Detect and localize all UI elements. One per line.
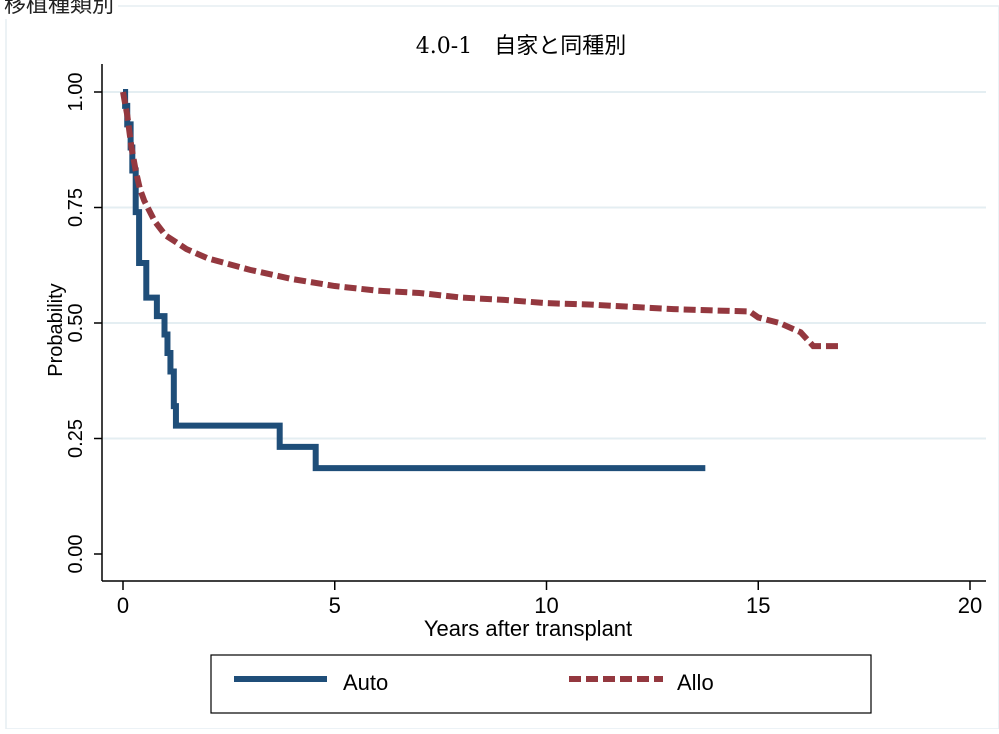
- x-tick-label: 15: [746, 593, 770, 618]
- series-line-allo: [120, 91, 843, 350]
- frame-label: 移植種類別: [0, 0, 119, 19]
- y-tick-label: 0.00: [65, 535, 87, 574]
- chart-title: 4.0-1 自家と同種別: [416, 34, 626, 59]
- x-axis-label: Years after transplant: [424, 616, 632, 641]
- y-axis-ticks: 0.00 0.25 0.50 0.75 1.00: [65, 73, 102, 574]
- legend-label-allo: Allo: [677, 670, 714, 695]
- legend-label-auto: Auto: [343, 670, 388, 695]
- y-tick-label: 0.75: [65, 188, 87, 227]
- legend-box: [210, 654, 872, 714]
- x-tick-label: 5: [329, 593, 341, 618]
- y-tick-label: 1.00: [65, 73, 87, 112]
- y-tick-label: 0.50: [65, 304, 87, 343]
- series-lines: [120, 89, 843, 472]
- legend: Auto Allo: [210, 654, 872, 714]
- y-axis-label: Probability: [45, 283, 67, 376]
- x-axis-ticks: 0 5 10 15 20: [117, 581, 982, 618]
- x-tick-label: 0: [117, 593, 129, 618]
- x-tick-label: 10: [534, 593, 558, 618]
- y-tick-label: 0.25: [65, 419, 87, 458]
- x-tick-label: 20: [958, 593, 982, 618]
- gridlines: [103, 91, 986, 440]
